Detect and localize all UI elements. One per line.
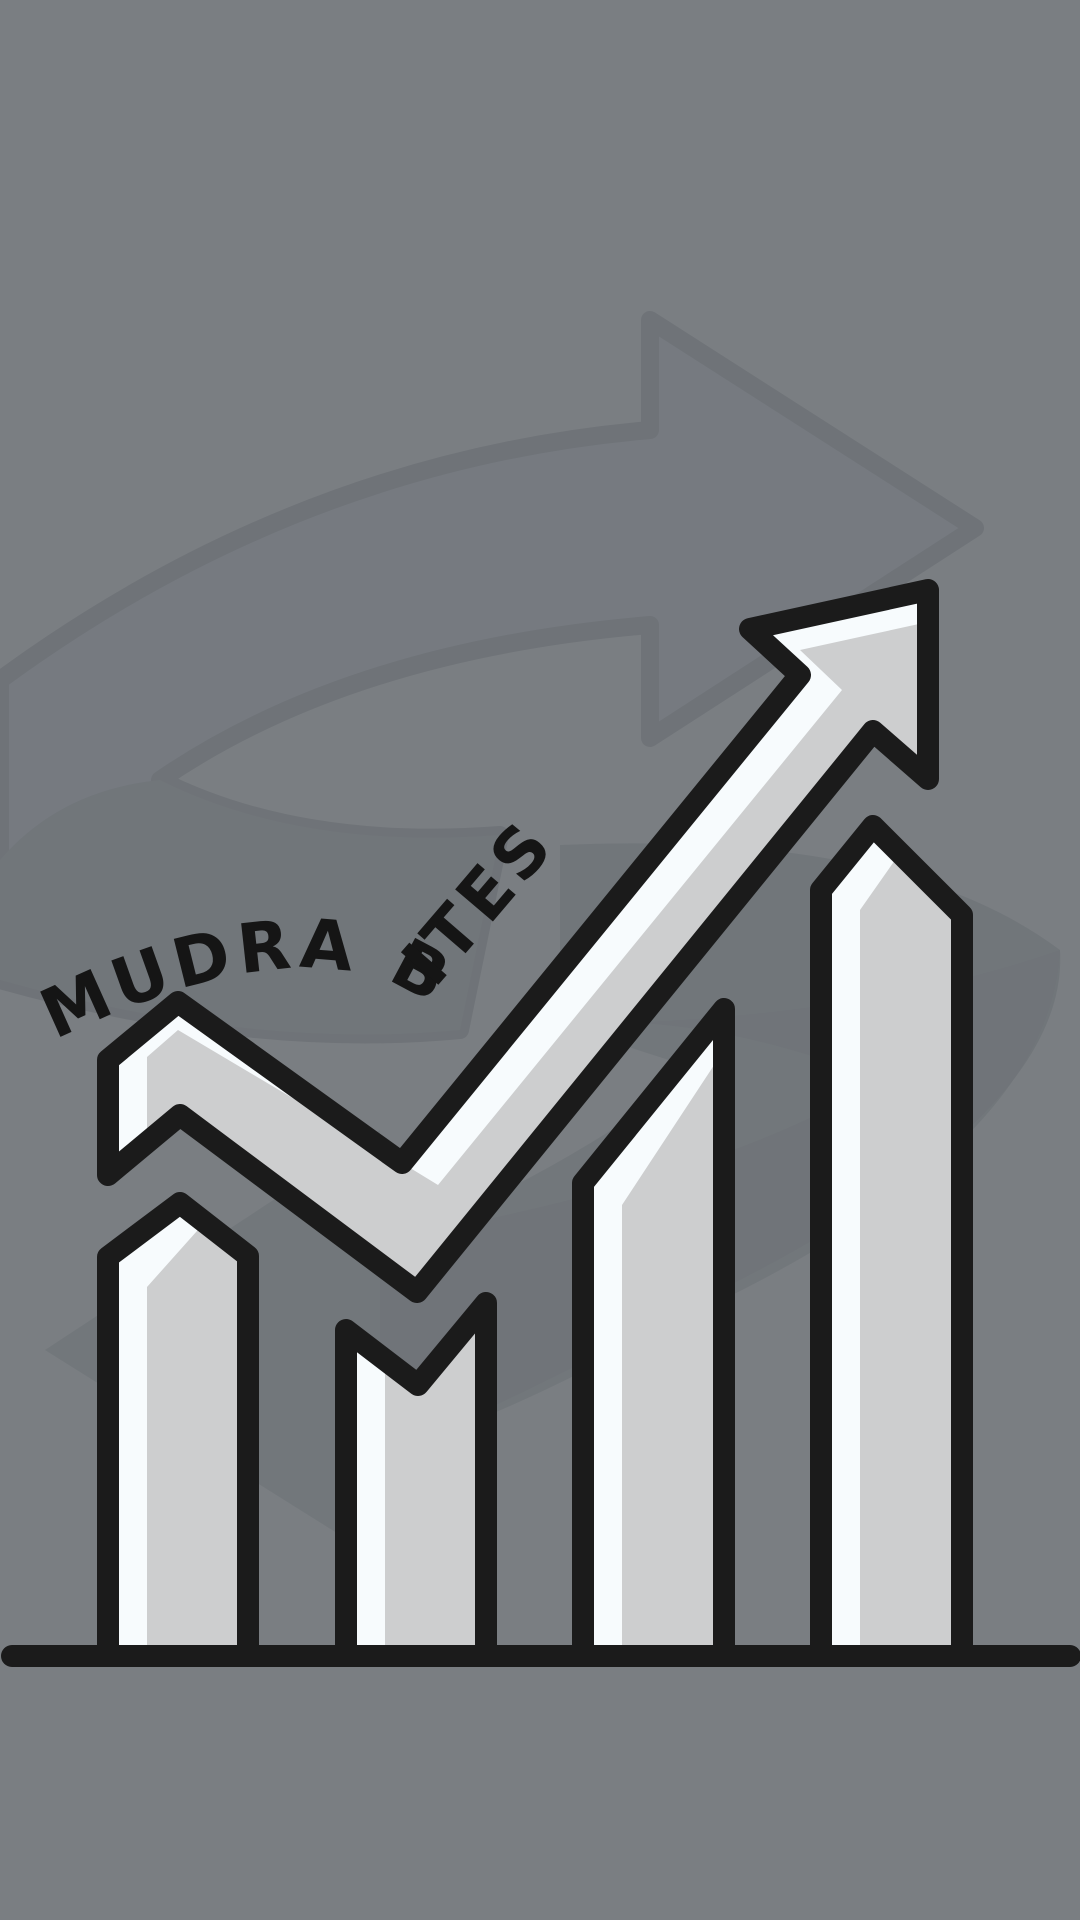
bar-2 (335, 1292, 497, 1667)
bar-3 (572, 998, 735, 1667)
bar-4 (810, 815, 973, 1667)
bar-1 (97, 1192, 259, 1667)
growth-arrow-icon (97, 579, 939, 1303)
chart-bars (97, 815, 973, 1667)
